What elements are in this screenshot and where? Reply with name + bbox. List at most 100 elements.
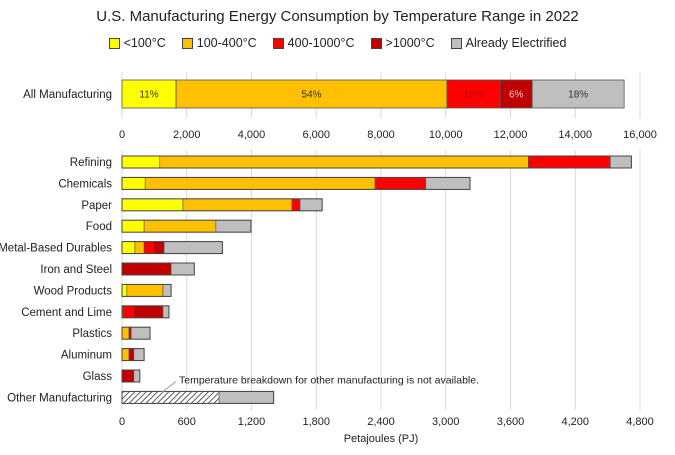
legend-item: 400-1000°C xyxy=(272,36,355,50)
bar-outline xyxy=(121,176,471,190)
bar-outline xyxy=(121,390,275,404)
bar-segment xyxy=(133,305,164,319)
category-label: Iron and Steel xyxy=(40,264,112,276)
bar-segment xyxy=(121,284,128,297)
top-x-tick-label: 12,000 xyxy=(494,129,528,141)
top-category-label: All Manufacturing xyxy=(23,89,112,101)
bar-segment xyxy=(162,305,170,319)
legend-label: <100°C xyxy=(123,36,166,50)
top-bar-segment xyxy=(121,79,177,109)
legend-item: <100°C xyxy=(108,36,166,50)
legend-swatch xyxy=(181,37,193,49)
bar-segment xyxy=(215,219,252,233)
bottom-x-tick-label: 600 xyxy=(178,416,196,428)
bar-segment xyxy=(182,198,293,212)
top-x-tick-label: 16,000 xyxy=(623,129,657,141)
category-label: Aluminum xyxy=(61,350,112,362)
bar-outline xyxy=(121,283,172,297)
bar-segment xyxy=(218,391,274,404)
bar-segment xyxy=(610,155,632,169)
bar-segment xyxy=(163,241,223,254)
bar-outline xyxy=(121,348,145,362)
top-x-tick-label: 10,000 xyxy=(429,129,463,141)
bar-segment xyxy=(121,391,220,404)
category-label: Cement and Lime xyxy=(21,307,112,319)
bar-segment xyxy=(128,348,135,361)
chart-title: U.S. Manufacturing Energy Consumption by… xyxy=(96,8,579,25)
bar-segment xyxy=(122,305,135,319)
top-bar-segment xyxy=(175,79,448,109)
bar-segment xyxy=(159,155,529,169)
bar-segment xyxy=(291,198,301,212)
bar-outline xyxy=(121,155,632,169)
bottom-x-tick-label: 2,400 xyxy=(367,416,395,428)
bottom-x-tick-label: 1,200 xyxy=(238,416,266,428)
category-label: Plastics xyxy=(72,328,112,340)
bar-segment xyxy=(133,348,145,361)
top-chart-bars: 11% 54% 10% 6% 18% xyxy=(121,79,625,109)
bottom-x-tick-label: 1,800 xyxy=(302,416,330,428)
x-axis-label: Petajoules (PJ) xyxy=(344,433,419,445)
top-x-tick-label: 8,000 xyxy=(367,129,395,141)
top-bar-data-label: 6% xyxy=(509,90,524,101)
top-x-tick-label: 0 xyxy=(119,129,125,141)
bottom-x-tick-label: 0 xyxy=(119,416,125,428)
bar-outline xyxy=(121,198,323,212)
bar-segment xyxy=(121,326,130,340)
category-label: Paper xyxy=(81,200,112,212)
bottom-x-tick-label: 3,600 xyxy=(497,416,525,428)
bottom-chart-bars xyxy=(121,155,632,404)
bar-segment xyxy=(170,262,195,276)
top-x-tick-label: 2,000 xyxy=(173,129,201,141)
legend-item: Already Electrified xyxy=(450,36,567,50)
legend-swatch xyxy=(450,37,462,49)
bar-outline xyxy=(121,305,170,319)
bar-segment xyxy=(126,284,164,297)
category-label: Other Manufacturing xyxy=(7,392,112,404)
bar-outline xyxy=(121,219,252,233)
annotation-text: Temperature breakdown for other manufact… xyxy=(179,374,479,386)
category-label: Refining xyxy=(70,157,112,169)
bar-outline xyxy=(121,241,223,255)
top-bar-data-label: 18% xyxy=(568,90,588,101)
top-bar-data-label: 11% xyxy=(139,90,158,101)
bottom-x-tick-label: 3,000 xyxy=(432,416,460,428)
category-label: Food xyxy=(86,221,112,233)
annotation-group: Temperature breakdown for other manufact… xyxy=(161,374,479,393)
legend-swatch xyxy=(108,37,120,49)
bar-segment xyxy=(133,369,141,383)
bar-segment xyxy=(143,219,217,233)
bar-segment xyxy=(528,155,611,169)
bar-segment xyxy=(144,177,376,190)
bar-outline xyxy=(121,262,195,276)
bar-segment xyxy=(162,284,172,297)
bar-segment xyxy=(121,348,130,361)
top-x-tick-label: 14,000 xyxy=(558,129,592,141)
bar-segment xyxy=(121,219,145,233)
legend-label: >1000°C xyxy=(385,36,435,50)
legend-swatch xyxy=(370,37,382,49)
bar-segment xyxy=(128,326,132,340)
top-x-tick-label: 6,000 xyxy=(302,129,330,141)
legend-label: Already Electrified xyxy=(465,36,567,50)
category-label: Chemicals xyxy=(58,178,112,190)
bar-segment xyxy=(121,198,184,212)
bar-segment xyxy=(121,369,135,383)
bar-segment xyxy=(425,177,471,190)
top-bar-data-label: 10% xyxy=(464,90,484,101)
bar-segment xyxy=(121,155,161,169)
bar-segment xyxy=(374,177,427,190)
annotation-leader-line xyxy=(161,381,177,393)
top-bar-data-label: 54% xyxy=(302,90,322,101)
bottom-gridlines xyxy=(121,150,641,410)
bar-outline xyxy=(121,326,151,340)
bar-segment xyxy=(152,241,165,254)
bar-segment xyxy=(121,241,136,254)
bar-segment xyxy=(143,241,154,254)
legend-item: >1000°C xyxy=(370,36,435,50)
bar-segment xyxy=(121,177,146,190)
bar-segment xyxy=(121,262,172,276)
category-label: Wood Products xyxy=(34,285,113,297)
bar-segment xyxy=(134,241,145,254)
